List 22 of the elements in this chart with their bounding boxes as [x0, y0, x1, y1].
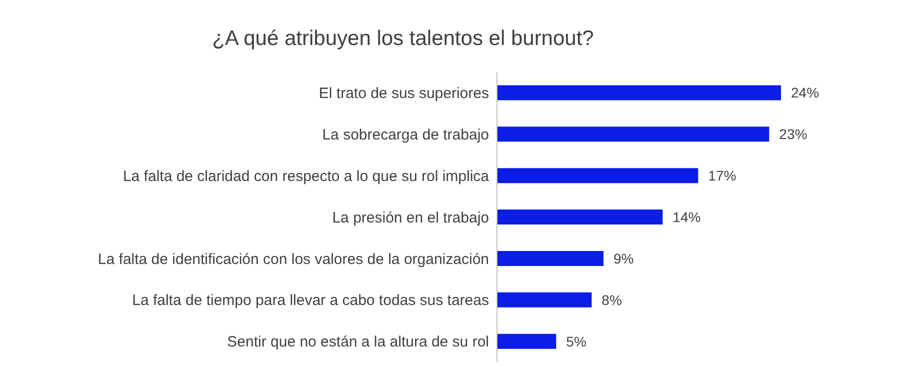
- data-label: 17%: [708, 168, 736, 184]
- bar: [497, 292, 592, 308]
- data-label: 23%: [779, 126, 808, 142]
- bar: [497, 334, 556, 349]
- y-tick-label: La presión en el trabajo: [332, 209, 489, 226]
- chart-title: ¿A qué atribuyen los talentos el burnout?: [211, 26, 595, 52]
- data-label: 14%: [672, 209, 701, 226]
- data-label: 24%: [791, 84, 820, 101]
- y-tick-label: El trato de sus superiores: [318, 85, 489, 102]
- data-label: 9%: [614, 250, 634, 266]
- y-tick-label: La falta de claridad con respecto a lo que su rol implica: [122, 168, 490, 185]
- y-tick-label: La sobrecarga de trabajo: [322, 126, 489, 144]
- bar: [497, 126, 770, 142]
- data-label: 5%: [566, 333, 586, 350]
- y-tick-label: La falta de identificación con los valores de la organización: [98, 250, 489, 268]
- y-tick-label: La falta de tiempo para llevar a cabo todas sus tareas: [132, 292, 489, 310]
- bar: [497, 85, 781, 100]
- y-tick-label: Sentir que no están a la altura de su rol: [227, 334, 489, 351]
- bar: [497, 168, 698, 184]
- data-label: 8%: [602, 292, 622, 308]
- bar: [497, 250, 604, 266]
- bar: [497, 210, 663, 225]
